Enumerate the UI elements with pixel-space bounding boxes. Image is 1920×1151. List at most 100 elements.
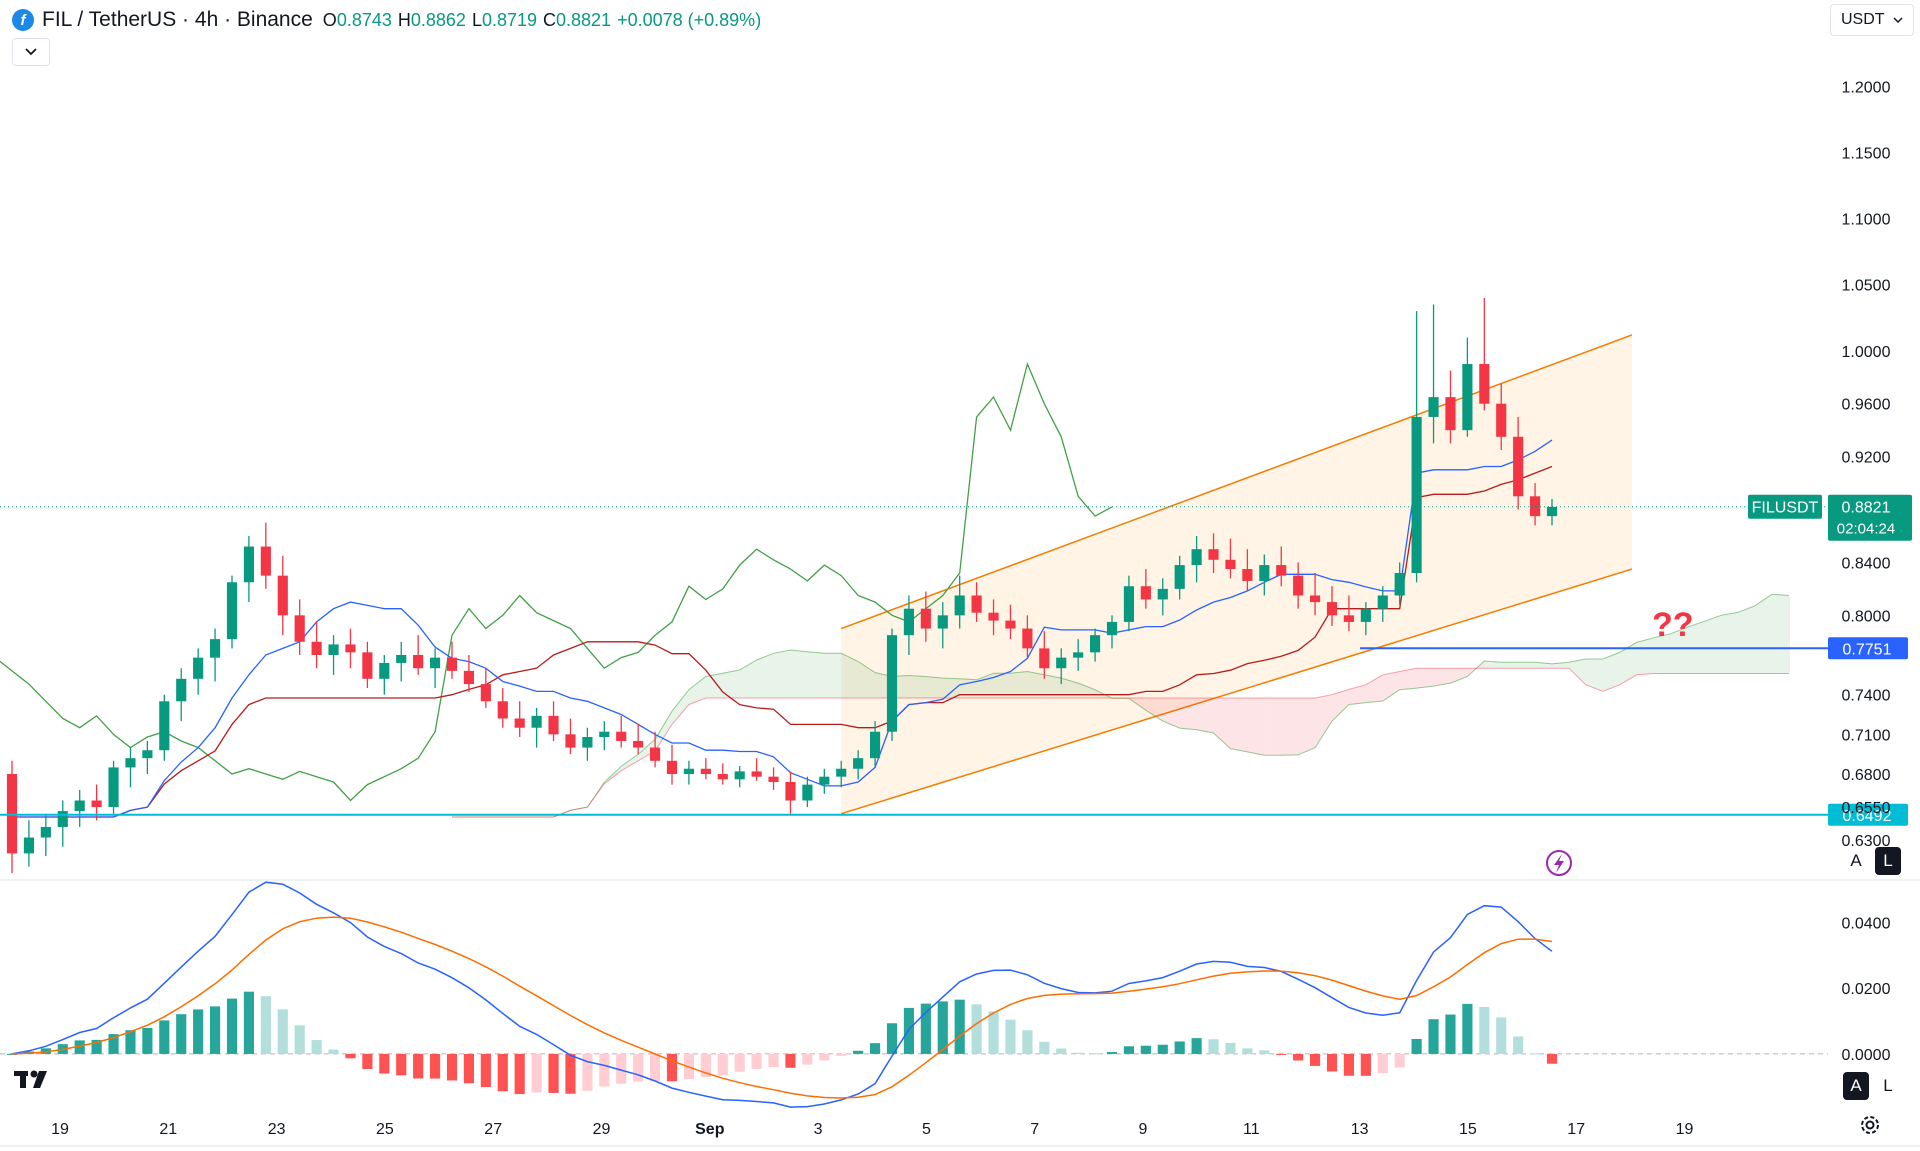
cloud-segment bbox=[1332, 689, 1349, 722]
symbol-tag-label: FILUSDT bbox=[1752, 500, 1819, 517]
macd-histogram-bar bbox=[328, 1049, 339, 1054]
macd-histogram-bar bbox=[1106, 1052, 1118, 1054]
macd-histogram-bar bbox=[616, 1053, 627, 1084]
cloud-segment bbox=[1755, 594, 1772, 674]
channel-fill bbox=[841, 334, 1632, 814]
candle-body bbox=[1326, 602, 1338, 616]
candle-body bbox=[108, 767, 119, 808]
macd-auto-scale-button[interactable]: A bbox=[1843, 1072, 1869, 1100]
cloud-segment bbox=[1518, 662, 1536, 669]
date-axis-label: 5 bbox=[922, 1121, 931, 1138]
close-label: C bbox=[543, 9, 557, 30]
cloud-segment bbox=[942, 678, 960, 698]
currency-selector[interactable]: USDT bbox=[1830, 4, 1914, 36]
price-axis-label: 0.6300 bbox=[1842, 833, 1891, 850]
macd-histogram-bar bbox=[700, 1053, 711, 1078]
candle-body bbox=[599, 731, 610, 737]
symbol-title[interactable]: FIL / TetherUS · 4h · Binance bbox=[42, 8, 313, 31]
gear-icon[interactable] bbox=[1858, 1113, 1882, 1137]
cloud-segment bbox=[1010, 671, 1028, 698]
candle-body bbox=[514, 718, 525, 728]
candle-body bbox=[260, 546, 271, 576]
macd-histogram-bar bbox=[193, 1009, 204, 1054]
candle-body bbox=[40, 826, 51, 838]
candle-body bbox=[1462, 364, 1473, 431]
cloud-segment bbox=[1348, 684, 1366, 705]
cloud-segment bbox=[790, 650, 808, 698]
candle-body bbox=[1090, 635, 1101, 653]
cloud-segment bbox=[1213, 697, 1231, 749]
macd-histogram-bar bbox=[396, 1053, 407, 1076]
auto-scale-button[interactable]: A bbox=[1850, 851, 1862, 870]
candle-body bbox=[125, 758, 136, 768]
cloud-segment bbox=[908, 675, 926, 698]
close-value: 0.8821 bbox=[556, 9, 612, 30]
macd-histogram-bar bbox=[751, 1053, 762, 1069]
candle-body bbox=[396, 655, 407, 663]
candle-body bbox=[74, 800, 85, 812]
candle-body bbox=[1546, 506, 1558, 517]
date-axis-label: Sep bbox=[695, 1121, 725, 1138]
cloud-segment bbox=[1399, 668, 1417, 690]
macd-axis-label: 0.0400 bbox=[1842, 915, 1891, 932]
macd-histogram-bar bbox=[1259, 1050, 1270, 1054]
date-axis-label: 13 bbox=[1351, 1121, 1369, 1138]
candle-body bbox=[294, 615, 305, 642]
low-label: L bbox=[471, 9, 482, 30]
candle-body bbox=[91, 800, 102, 808]
candle-body bbox=[430, 657, 441, 669]
cloud-segment bbox=[1044, 674, 1062, 698]
collapse-legend-button[interactable] bbox=[12, 38, 50, 66]
candle-body bbox=[937, 615, 948, 629]
candle-body bbox=[666, 760, 678, 775]
candle-body bbox=[480, 684, 491, 702]
candle-body bbox=[142, 750, 153, 759]
candle-body bbox=[1530, 496, 1541, 517]
date-axis-label: 25 bbox=[376, 1121, 394, 1138]
price-pane[interactable]: ?? bbox=[0, 297, 1828, 876]
macd-histogram-bar bbox=[903, 1007, 914, 1054]
macd-histogram-bar bbox=[920, 1003, 931, 1054]
candle-body bbox=[1343, 615, 1354, 622]
cloud-segment bbox=[858, 661, 876, 698]
open-value: 0.8743 bbox=[336, 9, 392, 30]
macd-histogram-bar bbox=[1039, 1041, 1050, 1054]
price-axis-label: 0.9600 bbox=[1842, 397, 1891, 414]
candle-body bbox=[1056, 657, 1067, 669]
cloud-segment bbox=[688, 676, 706, 705]
macd-histogram-bar bbox=[1225, 1042, 1236, 1054]
candle-body bbox=[1428, 397, 1439, 417]
macd-log-scale-button[interactable]: L bbox=[1883, 1076, 1893, 1095]
candle-body bbox=[1479, 364, 1490, 404]
macd-histogram-bar bbox=[1343, 1053, 1354, 1076]
candle-body bbox=[1445, 397, 1456, 431]
cloud-segment bbox=[1704, 615, 1722, 674]
candle-body bbox=[159, 701, 170, 751]
macd-histogram-bar bbox=[345, 1053, 356, 1059]
candle-body bbox=[700, 768, 711, 775]
macd-histogram-bar bbox=[802, 1053, 813, 1065]
tradingview-logo-icon[interactable] bbox=[14, 1066, 58, 1090]
candle-body bbox=[1377, 595, 1388, 609]
macd-histogram-bar bbox=[1242, 1048, 1253, 1054]
macd-histogram-bar bbox=[1411, 1038, 1422, 1054]
cloud-segment bbox=[672, 689, 689, 725]
date-axis-label: 3 bbox=[814, 1121, 823, 1138]
cloud-segment bbox=[841, 653, 859, 698]
chevron-down-icon bbox=[25, 48, 37, 56]
candle-body bbox=[650, 747, 661, 761]
macd-signal-line bbox=[11, 916, 1553, 1099]
macd-histogram-bar bbox=[1310, 1053, 1321, 1066]
cloud-segment bbox=[1501, 662, 1519, 669]
candle-body bbox=[971, 595, 982, 613]
candle-body bbox=[616, 731, 627, 741]
macd-histogram-bar bbox=[870, 1043, 881, 1054]
price-axis-label: 0.9200 bbox=[1842, 450, 1891, 467]
log-scale-button[interactable]: L bbox=[1875, 847, 1901, 875]
macd-pane[interactable] bbox=[0, 881, 1828, 1108]
price-tag-countdown: 02:04:24 bbox=[1837, 521, 1895, 538]
macd-histogram-bar bbox=[599, 1053, 610, 1087]
macd-histogram-bar bbox=[1445, 1014, 1456, 1054]
macd-histogram-bar bbox=[1462, 1003, 1473, 1054]
